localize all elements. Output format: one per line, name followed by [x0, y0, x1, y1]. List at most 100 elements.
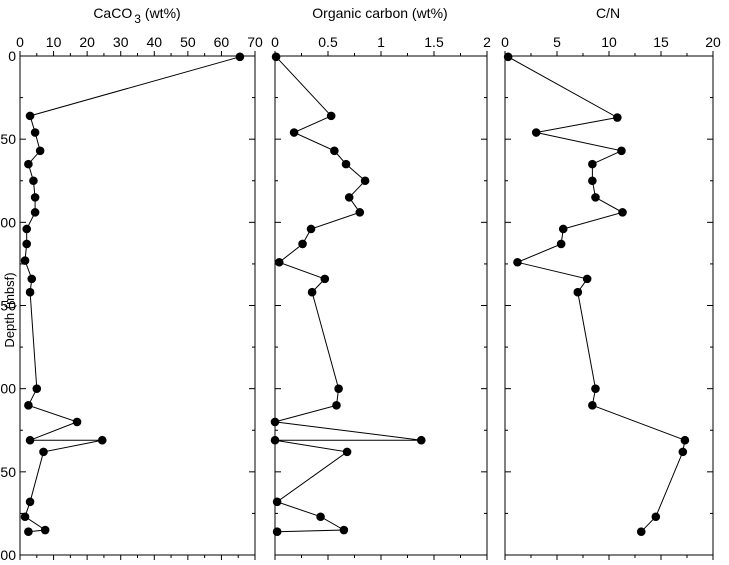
y-tick-label: 50	[0, 131, 16, 147]
data-point	[22, 239, 32, 249]
x-tick-label: 0	[16, 34, 24, 50]
data-point	[97, 435, 107, 445]
data-point	[270, 435, 280, 445]
x-tick-label: 20	[705, 34, 721, 50]
data-point	[558, 224, 568, 234]
data-point	[342, 447, 352, 457]
data-point	[330, 146, 339, 156]
data-point	[591, 193, 600, 202]
data-point	[680, 435, 690, 445]
data-point	[306, 224, 316, 234]
x-tick-label: 10	[601, 34, 617, 50]
data-point	[307, 287, 317, 297]
data-point	[339, 525, 349, 535]
x-tick-label: 0	[271, 34, 279, 50]
plot-frame	[19, 55, 256, 556]
data-point	[588, 401, 597, 410]
data-point	[556, 239, 566, 249]
y-tick-label: 300	[0, 547, 16, 563]
panel-title-cn: C/N	[596, 5, 620, 21]
data-point	[20, 256, 30, 265]
data-point	[320, 274, 330, 284]
x-tick-label: 0	[501, 34, 509, 50]
data-point	[617, 146, 626, 156]
x-tick-label: 40	[146, 34, 162, 50]
x-tick-label: 30	[113, 34, 129, 50]
data-point	[25, 111, 35, 121]
data-point	[25, 287, 35, 297]
x-tick-label: 0.5	[318, 34, 338, 50]
x-tick-label: 10	[46, 34, 62, 50]
data-point	[35, 146, 45, 156]
panel-title-organic-carbon: Organic carbon (wt%)	[312, 5, 447, 21]
x-tick-label: 15	[653, 34, 669, 50]
x-tick-label: 50	[180, 34, 196, 50]
data-point	[344, 193, 354, 202]
data-point	[272, 497, 282, 507]
data-point	[271, 52, 281, 62]
data-point	[613, 113, 622, 122]
data-point	[72, 417, 82, 427]
data-point	[40, 525, 50, 535]
x-tick-label: 2	[483, 34, 491, 50]
data-point	[274, 257, 284, 267]
series-line	[274, 56, 422, 533]
data-point	[591, 384, 600, 393]
data-point	[29, 176, 38, 186]
data-point	[27, 274, 37, 284]
data-point	[416, 435, 426, 445]
data-point	[582, 274, 592, 284]
data-point	[30, 208, 40, 217]
series-line	[24, 56, 241, 533]
data-point	[30, 193, 40, 202]
data-point	[334, 384, 343, 393]
data-point	[355, 208, 365, 217]
panel-cn-ratio: C/N 0 5 10 15 20	[501, 5, 721, 560]
data-point	[326, 111, 336, 121]
x-tick-label: 60	[214, 34, 230, 50]
x-tick-label: 5	[553, 34, 561, 50]
data-point	[316, 512, 325, 522]
y-tick-label: 200	[0, 381, 16, 397]
x-tick-label: 1.5	[424, 34, 444, 50]
data-point	[513, 257, 522, 267]
y-tick-label: 150	[0, 298, 16, 314]
data-point	[298, 239, 307, 249]
y-tick-label: 100	[0, 214, 16, 230]
data-point	[235, 52, 245, 62]
data-point	[678, 447, 688, 457]
y-axis-label: Depth (mbsf)	[2, 272, 17, 347]
data-point	[651, 512, 661, 522]
data-point	[618, 208, 627, 217]
data-point	[341, 159, 351, 169]
data-point	[25, 435, 35, 445]
data-point	[32, 384, 42, 393]
y-tick-label: 0	[8, 48, 16, 64]
data-point	[503, 52, 513, 62]
data-point	[39, 447, 48, 457]
data-point	[573, 287, 583, 297]
data-point	[289, 128, 299, 137]
x-tick-label: 20	[79, 34, 95, 50]
series-line	[507, 56, 686, 533]
x-tick-label: 1	[377, 34, 385, 50]
panel-organic-carbon: Organic carbon (wt%) 0 0.5 1 1.5 2	[270, 5, 491, 560]
data-point	[25, 497, 35, 507]
y-tick-label: 250	[0, 464, 16, 480]
data-point	[588, 176, 597, 186]
data-point	[272, 527, 282, 537]
x-tick-label: 70	[247, 34, 263, 50]
data-point	[24, 401, 33, 410]
data-point	[22, 224, 32, 234]
data-point	[24, 159, 33, 169]
data-point	[20, 512, 30, 522]
data-point	[636, 527, 646, 537]
panel-title-caco3: CaCO 3 (wt%)	[93, 5, 180, 26]
data-point	[24, 527, 33, 537]
data-point	[332, 401, 341, 410]
data-point	[531, 128, 541, 137]
data-point	[360, 176, 370, 186]
data-point	[270, 417, 280, 427]
data-point	[588, 159, 597, 169]
